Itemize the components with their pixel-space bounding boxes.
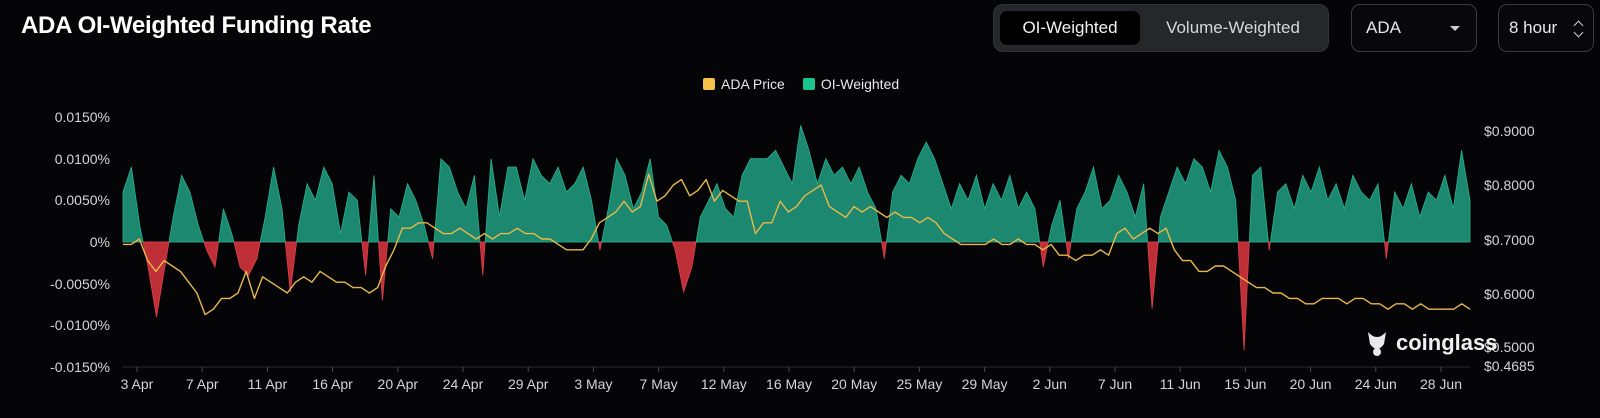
negative-funding-area-15	[479, 241, 486, 276]
x-tick-label: 29 May	[962, 376, 1008, 392]
negative-funding-area-7	[284, 241, 298, 293]
positive-funding-area-28	[1157, 149, 1239, 243]
legend-swatch-oi	[802, 78, 815, 90]
y-left-tick-label: 0%	[90, 234, 110, 250]
chart-legend: ADA Price OI-Weighted	[703, 76, 899, 92]
tab-oi-weighted[interactable]: OI-Weighted	[1000, 11, 1140, 45]
coinglass-watermark: coinglass	[1364, 328, 1497, 358]
y-right-tick-label: $0.8000	[1484, 177, 1535, 193]
y-left-tick-label: 0.0050%	[55, 192, 110, 208]
y-left-tick-label: -0.0100%	[50, 317, 110, 333]
x-tick-label: 7 Apr	[186, 376, 219, 392]
ada-price-line	[123, 173, 1471, 316]
legend-swatch-price	[703, 78, 715, 90]
y-left-tick-label: -0.0050%	[50, 276, 110, 292]
negative-funding-area-27	[1147, 241, 1159, 309]
negative-funding-area-25	[1065, 241, 1072, 259]
negative-funding-area-9	[361, 241, 369, 276]
interval-select[interactable]: 8 hour	[1498, 4, 1594, 52]
chevron-down-icon	[1450, 26, 1460, 31]
positive-funding-area-6	[259, 166, 286, 243]
x-tick-label: 15 Jun	[1224, 376, 1266, 392]
y-left-tick-label: 0.0150%	[55, 109, 110, 125]
x-tick-label: 20 Apr	[378, 376, 419, 392]
y-right-tick-label: $0.7000	[1484, 232, 1535, 248]
x-tick-label: 16 May	[766, 376, 812, 392]
x-tick-label: 7 May	[640, 376, 678, 392]
coin-select-value: ADA	[1366, 18, 1401, 37]
funding-rate-areas	[122, 125, 1471, 351]
positive-funding-area-16	[484, 157, 599, 243]
negative-funding-area-19	[671, 241, 697, 294]
weighting-toggle: OI-Weighted Volume-Weighted	[993, 4, 1329, 52]
y-axis-right: $0.9000 $0.8000 $0.7000 $0.6000 $0.5000 $0.46…	[1484, 123, 1535, 374]
positive-funding-area-18	[601, 157, 673, 243]
x-tick-label: 11 Apr	[248, 376, 288, 392]
coinglass-logo-icon	[1368, 332, 1386, 356]
y-axis-left: 0.0150% 0.0100% 0.0050% 0% -0.0050% -0.0100% -…	[50, 109, 110, 375]
chart-gridlines	[123, 241, 1470, 368]
y-right-tick-label: $0.5000	[1484, 339, 1535, 355]
positive-funding-area-4	[218, 208, 235, 243]
x-tick-label: 2 Jun	[1033, 376, 1067, 392]
positive-funding-area-0	[122, 166, 144, 243]
watermark-text: coinglass	[1396, 330, 1498, 355]
x-tick-label: 3 Apr	[121, 376, 154, 392]
negative-funding-area-33	[1384, 241, 1389, 259]
negative-funding-area-23	[1039, 241, 1049, 268]
positive-funding-area-22	[885, 141, 1041, 243]
negative-funding-area-3	[203, 241, 220, 269]
negative-funding-area-13	[427, 241, 435, 259]
positive-funding-area-20	[695, 125, 883, 243]
x-tick-label: 11 Jun	[1160, 376, 1201, 392]
y-right-tick-label: $0.6000	[1484, 286, 1535, 302]
negative-funding-area-21	[881, 241, 887, 259]
interval-select-value: 8 hour	[1509, 18, 1558, 37]
x-tick-label: 20 Jun	[1290, 376, 1332, 392]
x-axis: 3 Apr 7 Apr 11 Apr 16 Apr 20 Apr 24 Apr 29 Apr…	[121, 367, 1462, 392]
negative-funding-area-31	[1267, 241, 1271, 251]
positive-funding-area-30	[1248, 166, 1269, 243]
price-line-group	[123, 173, 1471, 316]
positive-funding-area-14	[433, 157, 481, 243]
legend-item-price[interactable]: ADA Price	[703, 76, 785, 92]
positive-funding-area-26	[1070, 165, 1149, 243]
positive-funding-area-24	[1047, 200, 1067, 243]
x-tick-label: 12 May	[701, 376, 747, 392]
x-tick-label: 24 Jun	[1355, 376, 1397, 392]
y-left-tick-label: 0.0100%	[55, 151, 110, 167]
x-tick-label: 20 May	[831, 376, 877, 392]
positive-funding-area-32	[1269, 165, 1385, 243]
x-tick-label: 3 May	[574, 376, 612, 392]
x-tick-label: 24 Apr	[443, 376, 484, 392]
tab-volume-weighted[interactable]: Volume-Weighted	[1166, 18, 1300, 37]
positive-funding-area-34	[1387, 150, 1471, 243]
x-tick-label: 7 Jun	[1098, 376, 1132, 392]
y-right-tick-label: $0.4685	[1484, 358, 1535, 374]
x-tick-label: 29 Apr	[508, 376, 549, 392]
x-tick-label: 28 Jun	[1420, 376, 1462, 392]
positive-funding-area-8	[296, 165, 363, 243]
legend-label-oi: OI-Weighted	[820, 76, 900, 92]
page-title: ADA OI-Weighted Funding Rate	[21, 12, 372, 39]
positive-funding-area-10	[367, 175, 379, 243]
x-tick-label: 16 Apr	[312, 376, 353, 392]
negative-funding-area-5	[233, 241, 261, 276]
legend-label-price: ADA Price	[721, 76, 785, 92]
positive-funding-area-12	[387, 182, 429, 243]
negative-funding-area-17	[598, 241, 603, 251]
x-tick-label: 25 May	[896, 376, 942, 392]
y-left-tick-label: -0.0150%	[50, 359, 110, 375]
positive-funding-area-2	[168, 174, 205, 243]
negative-funding-area-1	[142, 241, 170, 318]
coin-select[interactable]: ADA	[1351, 4, 1477, 52]
legend-item-oi[interactable]: OI-Weighted	[802, 76, 900, 92]
y-right-tick-label: $0.9000	[1484, 123, 1535, 139]
negative-funding-area-29	[1237, 241, 1250, 351]
